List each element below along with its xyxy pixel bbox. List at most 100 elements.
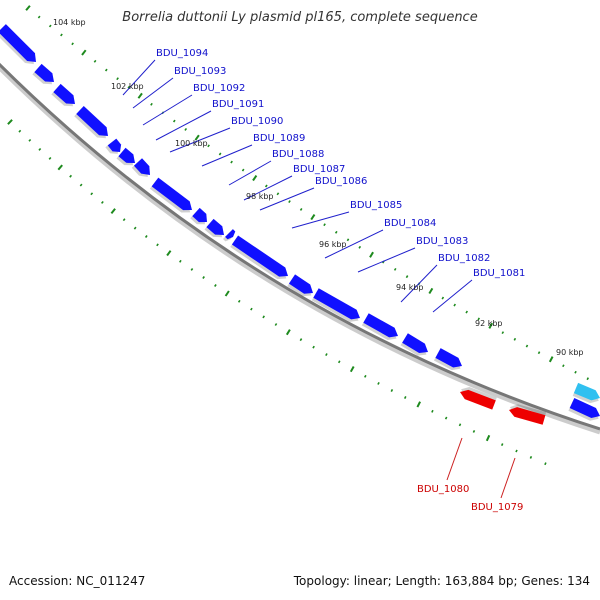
tick-mark [358,245,362,249]
label-leader-line [243,175,293,201]
tick-mark [252,175,258,182]
tick-mark [334,230,338,234]
tick-mark [218,152,222,156]
forward-gene-arrow [32,63,54,85]
tick-mark [250,307,253,311]
tick-mark [513,337,517,341]
tick-mark [431,409,434,413]
inner-tick-ring [7,119,547,466]
forward-gene-arrow [311,288,361,322]
tick-mark [477,317,480,321]
tick-mark [548,356,554,363]
label-leader-line [446,437,463,481]
tick-mark [349,366,355,373]
tick-mark [364,374,367,378]
label-leader-line [432,279,473,313]
tick-mark [122,218,126,222]
tick-mark [310,214,316,221]
forward-gene-label: BDU_1082 [438,253,490,264]
tick-mark [93,59,97,63]
forward-gene-label: BDU_1093 [174,66,226,77]
tick-mark [403,396,407,399]
label-leader-line [132,77,174,109]
scale-tick-label: 90 kbp [556,348,584,357]
reverse-gene-label: BDU_1080 [417,484,469,495]
tick-mark [299,338,303,342]
forward-gene-label: BDU_1084 [384,218,436,229]
forward-gene-arrow [105,138,122,154]
reverse-gene-label: BDU_1079 [471,502,523,513]
label-leader-line [500,457,516,499]
label-leader-line [169,127,231,153]
tick-mark [28,138,32,142]
tick-mark [537,351,541,355]
tick-mark [207,144,210,148]
label-leader-line [122,59,156,96]
forward-gene-arrow [0,24,37,65]
forward-gene-arrow [51,83,76,107]
forward-gene-arrow [74,105,108,139]
feature-arrow [572,382,600,404]
forward-gene-arrow [230,235,288,280]
tick-mark [48,24,52,28]
summary-text: Topology: linear; Length: 163,884 bp; Ge… [293,574,590,588]
forward-gene-label: BDU_1094 [156,48,208,59]
tick-mark [60,33,63,37]
tick-mark [184,127,188,131]
label-leader-line [155,110,212,141]
tick-mark [237,299,241,303]
backbone-shadow [0,64,600,435]
scale-tick-label: 92 kbp [475,319,503,328]
forward-gene-label: BDU_1090 [231,116,283,127]
scale-tick-label: 100 kbp [175,139,208,148]
scale-tick-label: 102 kbp [111,82,144,91]
tick-mark [323,223,326,227]
tick-mark [144,235,148,238]
tick-mark [48,156,52,160]
forward-gene-arrow [222,229,236,242]
forward-gene-label: BDU_1086 [315,176,367,187]
tick-mark [25,5,31,11]
map-title: Borrelia duttonii Ly plasmid pl165, comp… [122,10,478,25]
tick-mark [312,345,315,349]
tick-mark [224,290,230,297]
tick-mark [472,430,476,433]
tick-mark [529,455,533,459]
forward-gene-arrow [190,207,208,225]
tick-mark [465,310,468,314]
tick-mark [71,42,74,46]
forward-gene-label: BDU_1087 [293,164,345,175]
tick-mark [501,331,505,335]
outer-tick-ring [25,5,590,381]
tick-mark [453,303,456,307]
tick-mark [441,296,445,300]
tick-mark [166,250,172,257]
reverse-gene-arrow [509,404,547,425]
tick-mark [369,251,374,258]
forward-gene-label: BDU_1081 [473,268,525,279]
tick-mark [264,184,268,188]
tick-mark [81,49,87,56]
tick-mark [179,259,182,263]
forward-gene-label: BDU_1083 [416,236,468,247]
tick-mark [150,102,153,106]
label-leader-line [324,229,384,259]
tick-mark [156,243,159,247]
tick-mark [544,462,547,466]
tick-mark [241,168,245,172]
tick-mark [393,267,397,271]
scale-tick-label: 104 kbp [53,18,86,27]
tick-mark [276,192,280,196]
tick-mark [57,164,63,171]
tick-mark [458,423,462,427]
tick-mark [38,147,42,151]
scale-tick-label: 98 kbp [246,192,274,201]
tick-mark [274,323,278,326]
forward-gene-arrow [287,274,314,297]
tick-mark [190,268,194,271]
gene-track [0,24,600,425]
label-leader-line [142,94,193,126]
tick-mark [100,200,104,204]
forward-gene-arrow [149,177,192,213]
forward-gene-arrow [361,313,398,340]
